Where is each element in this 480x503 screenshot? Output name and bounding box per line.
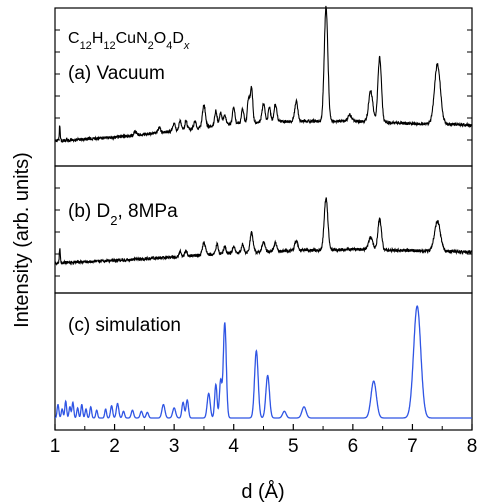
x-tick-label: 4 bbox=[228, 436, 239, 457]
series-line-3 bbox=[54, 305, 472, 419]
formula-label: C12H12CuN2O4Dx bbox=[68, 30, 190, 52]
x-tick-label: 2 bbox=[109, 436, 120, 457]
x-axis-title: d (Å) bbox=[241, 480, 284, 503]
y-axis-title: Intensity (arb. units) bbox=[11, 152, 33, 328]
panel-label-b: (b) D2, 8MPa bbox=[68, 201, 178, 228]
panel-label-a: (a) Vacuum bbox=[68, 63, 165, 84]
x-tick-label: 6 bbox=[348, 436, 359, 457]
x-tick-label: 5 bbox=[288, 436, 299, 457]
x-tick-label: 3 bbox=[169, 436, 180, 457]
x-tick-label: 7 bbox=[407, 436, 418, 457]
panel-frame-2 bbox=[54, 165, 473, 294]
panel-label-c: (c) simulation bbox=[68, 315, 181, 336]
series-line-2 bbox=[54, 197, 473, 266]
series-line-1 bbox=[54, 5, 473, 143]
x-tick-label: 8 bbox=[467, 436, 478, 457]
x-tick-label: 1 bbox=[50, 436, 61, 457]
